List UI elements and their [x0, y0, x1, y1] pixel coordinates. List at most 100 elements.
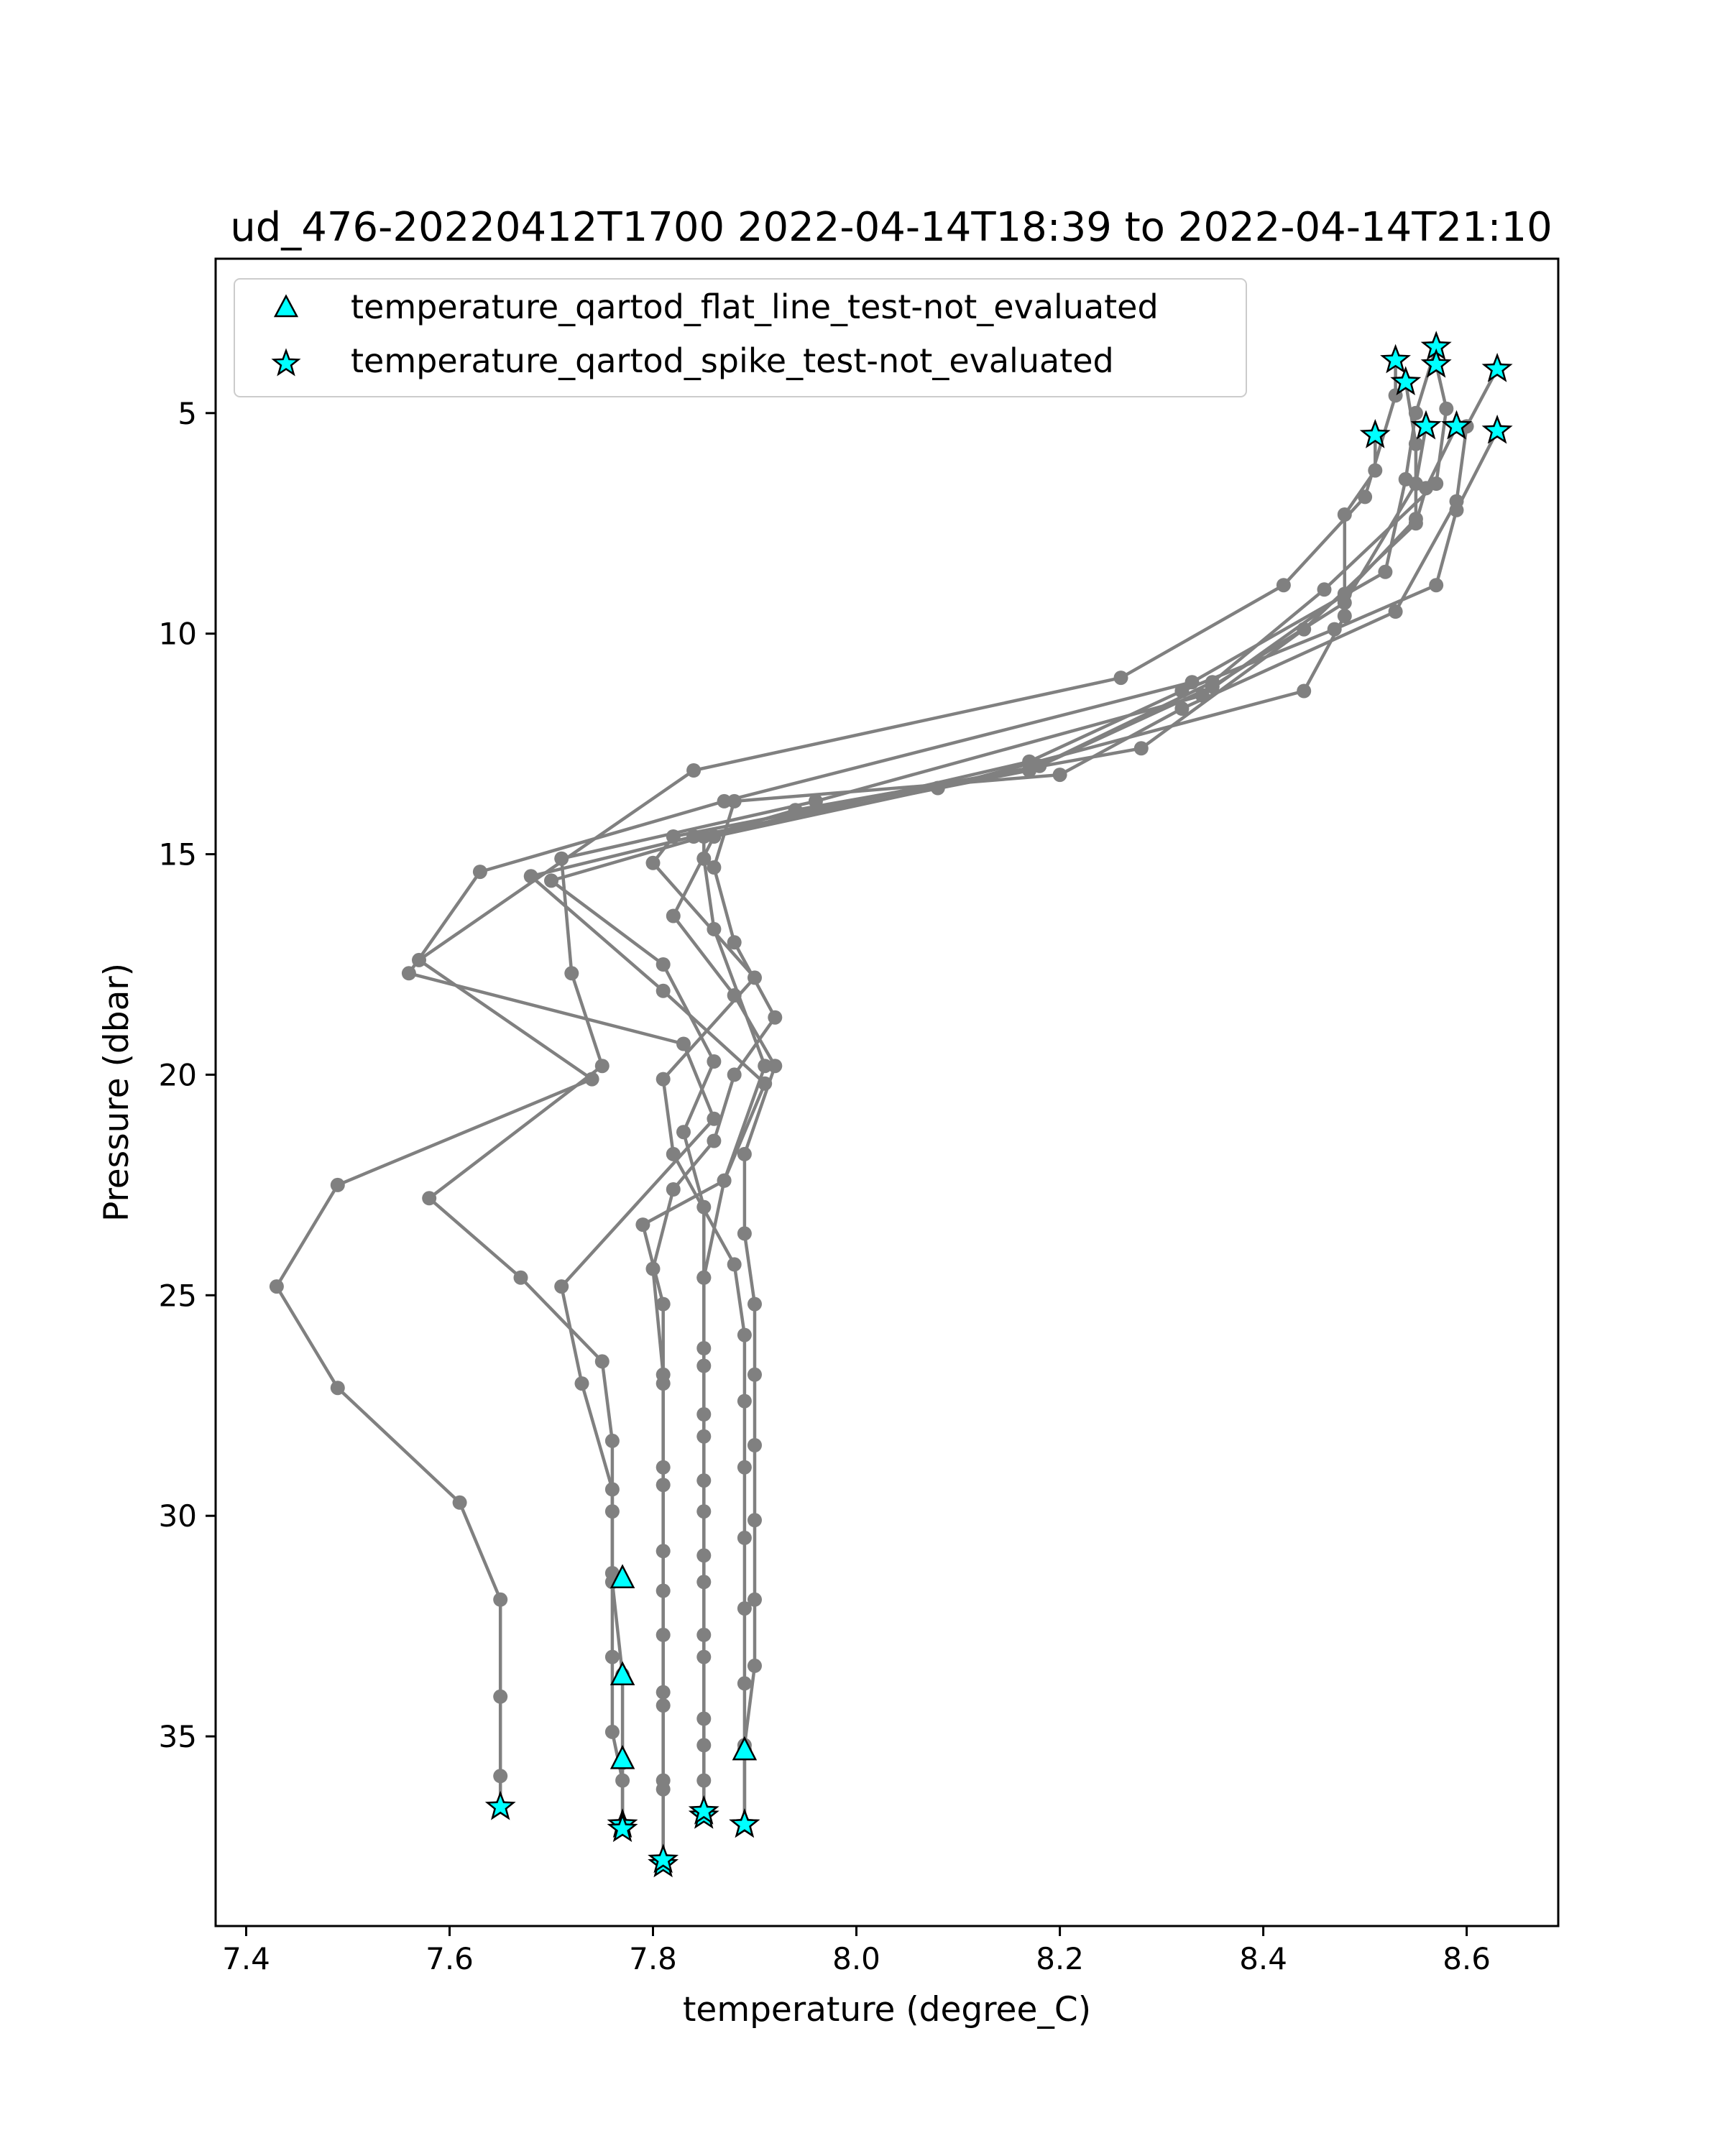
profile-point — [737, 1226, 752, 1241]
profile-point — [645, 1261, 661, 1276]
profile-point — [1052, 768, 1067, 783]
profile-point — [676, 1125, 691, 1140]
y-tick-label: 30 — [159, 1498, 197, 1534]
profile-point — [1439, 401, 1454, 416]
flat-line-marker — [610, 1745, 635, 1769]
chart-title: ud_476-20220412T1700 2022-04-14T18:39 to… — [230, 204, 1552, 251]
profile-point — [737, 1676, 752, 1691]
profile-point — [604, 1566, 620, 1580]
profile-point — [330, 1177, 345, 1192]
legend-triangle-marker-icon — [273, 294, 299, 318]
spike-markers — [484, 331, 1513, 1878]
profile-point — [493, 1689, 508, 1704]
profile-point — [1408, 476, 1423, 491]
legend-label-spike: temperature_qartod_spike_test-not_evalua… — [351, 341, 1114, 380]
y-axis: 5 10 15 20 25 30 35 — [159, 396, 216, 1754]
profile-point — [1408, 516, 1423, 531]
profile-point — [666, 1146, 681, 1161]
profile-point — [707, 1111, 722, 1126]
profile-8 — [645, 419, 1433, 1832]
y-tick-label: 35 — [159, 1719, 197, 1754]
profile-point — [1368, 463, 1383, 478]
profile-point — [707, 860, 722, 875]
x-tick-label: 7.6 — [426, 1941, 474, 1976]
profile-point — [737, 1393, 752, 1409]
profile-point — [717, 1173, 732, 1188]
profile-point — [656, 983, 671, 998]
profile-point — [696, 1738, 712, 1753]
spike-marker — [1390, 366, 1422, 396]
spike-marker — [1359, 418, 1391, 448]
flat-line-marker — [610, 1661, 635, 1686]
profile-point — [1337, 507, 1352, 522]
x-axis-label: temperature (degree_C) — [683, 1990, 1091, 2030]
y-axis-label: Pressure (dbar) — [97, 963, 137, 1222]
profile-point — [727, 988, 742, 1003]
profile-line — [275, 358, 1397, 1809]
plot-area — [269, 331, 1513, 1878]
x-tick-label: 8.0 — [832, 1941, 880, 1976]
profile-point — [656, 1072, 671, 1087]
profile-point — [656, 1478, 671, 1493]
profile-point — [523, 869, 538, 884]
profile-point — [727, 1257, 742, 1272]
profile-point — [1358, 489, 1373, 505]
x-tick-label: 7.4 — [222, 1941, 270, 1976]
flat-line-marker — [732, 1736, 758, 1761]
flat-line-marker — [610, 1564, 635, 1588]
x-axis: 7.4 7.6 7.8 8.0 8.2 8.4 8.6 — [222, 1926, 1491, 1976]
y-tick-label: 15 — [159, 837, 197, 872]
profile-point — [1205, 679, 1220, 694]
legend: temperature_qartod_flat_line_test-not_ev… — [234, 278, 1247, 397]
spike-marker — [648, 1843, 679, 1874]
profile-point — [594, 1354, 610, 1369]
profile-point — [1378, 564, 1393, 579]
axes-frame — [214, 257, 1560, 1927]
y-tick-label: 5 — [178, 396, 197, 431]
profile-point — [737, 1601, 752, 1616]
profile-point — [737, 1530, 752, 1545]
profile-point — [748, 1513, 762, 1528]
profile-point — [656, 1685, 671, 1700]
profile-point — [1174, 701, 1190, 716]
profile-point — [1174, 683, 1190, 699]
y-tick-label: 20 — [159, 1057, 197, 1092]
profile-point — [330, 1381, 345, 1396]
legend-label-flat-line: temperature_qartod_flat_line_test-not_ev… — [351, 287, 1159, 326]
profile-point — [1388, 604, 1403, 619]
profile-point — [472, 865, 487, 880]
profile-point — [269, 1279, 284, 1294]
spike-marker — [1410, 410, 1442, 440]
x-tick-label: 8.4 — [1239, 1941, 1287, 1976]
profile-point — [676, 1036, 691, 1051]
profile-point — [768, 1059, 783, 1074]
profile-point — [696, 1429, 712, 1444]
profile-point — [656, 957, 671, 972]
profile-point — [748, 970, 762, 985]
spike-marker — [607, 1812, 638, 1843]
profile-point — [1317, 582, 1332, 597]
profile-point — [1133, 741, 1149, 756]
profile-point — [707, 1133, 722, 1148]
profile-point — [748, 1658, 762, 1673]
profile-2 — [401, 339, 1444, 1832]
spike-marker — [1481, 414, 1513, 444]
profile-point — [493, 1592, 508, 1607]
flat-line-markers — [610, 1564, 758, 1769]
profile-point — [696, 1649, 712, 1664]
profile-point — [615, 1773, 630, 1788]
x-tick-label: 8.6 — [1443, 1941, 1491, 1976]
profile-point — [645, 855, 661, 870]
profile-point — [493, 1769, 508, 1784]
profile-point — [748, 1296, 762, 1312]
profile-point — [594, 1059, 610, 1074]
profile-point — [604, 1649, 620, 1664]
profile-point — [666, 829, 681, 844]
y-tick-label: 25 — [159, 1278, 197, 1313]
legend-star-marker-icon — [271, 348, 301, 377]
profile-point — [1449, 502, 1464, 517]
profile-point — [1276, 578, 1291, 593]
spike-marker — [1440, 410, 1473, 440]
profile-point — [737, 1146, 752, 1161]
